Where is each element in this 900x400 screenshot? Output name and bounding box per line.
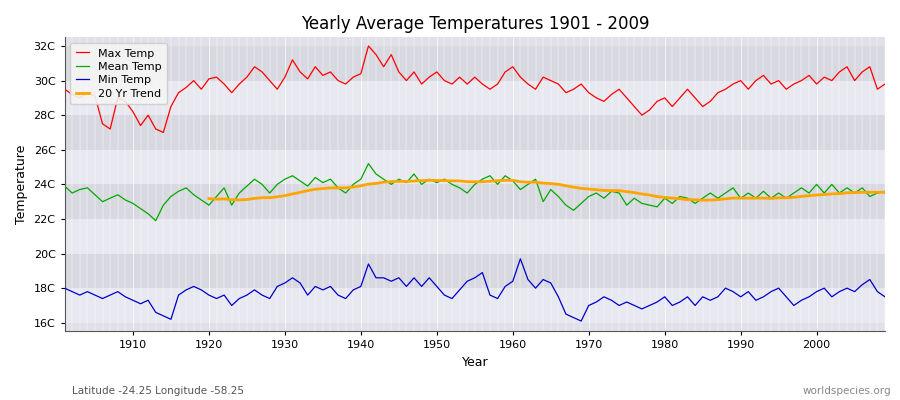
Mean Temp bbox=[515, 187, 526, 192]
Max Temp bbox=[158, 130, 168, 135]
Bar bbox=[65, 184, 885, 219]
Mean Temp bbox=[294, 178, 305, 183]
Min Temp bbox=[59, 286, 70, 290]
20 Yr Trend bbox=[409, 179, 419, 184]
20 Yr Trend bbox=[294, 190, 305, 195]
Mean Temp bbox=[523, 182, 534, 187]
Min Temp bbox=[576, 319, 587, 324]
Mean Temp bbox=[363, 161, 374, 166]
Bar bbox=[65, 219, 885, 254]
Mean Temp bbox=[614, 191, 625, 196]
Max Temp bbox=[515, 75, 526, 80]
Max Temp bbox=[340, 82, 351, 86]
Max Temp bbox=[879, 82, 890, 86]
Min Temp bbox=[120, 294, 130, 299]
Max Temp bbox=[614, 87, 625, 92]
Mean Temp bbox=[879, 189, 890, 194]
Line: Mean Temp: Mean Temp bbox=[65, 164, 885, 221]
Min Temp bbox=[500, 284, 510, 289]
Bar bbox=[65, 80, 885, 115]
Max Temp bbox=[120, 99, 130, 104]
Bar bbox=[65, 150, 885, 184]
Bar bbox=[65, 46, 885, 80]
Title: Yearly Average Temperatures 1901 - 2009: Yearly Average Temperatures 1901 - 2009 bbox=[301, 15, 649, 33]
Min Temp bbox=[333, 293, 344, 298]
Line: 20 Yr Trend: 20 Yr Trend bbox=[209, 180, 885, 200]
Max Temp bbox=[294, 70, 305, 74]
Text: Latitude -24.25 Longitude -58.25: Latitude -24.25 Longitude -58.25 bbox=[72, 386, 244, 396]
Mean Temp bbox=[120, 198, 130, 202]
20 Yr Trend bbox=[879, 190, 890, 195]
Bar bbox=[65, 115, 885, 150]
Bar bbox=[65, 288, 885, 323]
Mean Temp bbox=[150, 218, 161, 223]
Mean Temp bbox=[59, 184, 70, 188]
20 Yr Trend bbox=[682, 197, 693, 202]
X-axis label: Year: Year bbox=[462, 356, 488, 369]
Line: Min Temp: Min Temp bbox=[65, 259, 885, 321]
Max Temp bbox=[59, 87, 70, 92]
20 Yr Trend bbox=[698, 198, 708, 203]
Line: Max Temp: Max Temp bbox=[65, 46, 885, 132]
Mean Temp bbox=[340, 191, 351, 196]
20 Yr Trend bbox=[203, 196, 214, 201]
Legend: Max Temp, Mean Temp, Min Temp, 20 Yr Trend: Max Temp, Mean Temp, Min Temp, 20 Yr Tre… bbox=[70, 43, 167, 104]
Min Temp bbox=[287, 275, 298, 280]
Min Temp bbox=[515, 256, 526, 261]
Min Temp bbox=[879, 294, 890, 299]
Text: worldspecies.org: worldspecies.org bbox=[803, 386, 891, 396]
Bar bbox=[65, 254, 885, 288]
Y-axis label: Temperature: Temperature bbox=[15, 145, 28, 224]
20 Yr Trend bbox=[424, 178, 435, 183]
20 Yr Trend bbox=[781, 195, 792, 200]
Min Temp bbox=[614, 303, 625, 308]
20 Yr Trend bbox=[796, 194, 806, 199]
Max Temp bbox=[363, 44, 374, 48]
Max Temp bbox=[523, 82, 534, 86]
Min Temp bbox=[508, 279, 518, 284]
20 Yr Trend bbox=[864, 190, 875, 195]
